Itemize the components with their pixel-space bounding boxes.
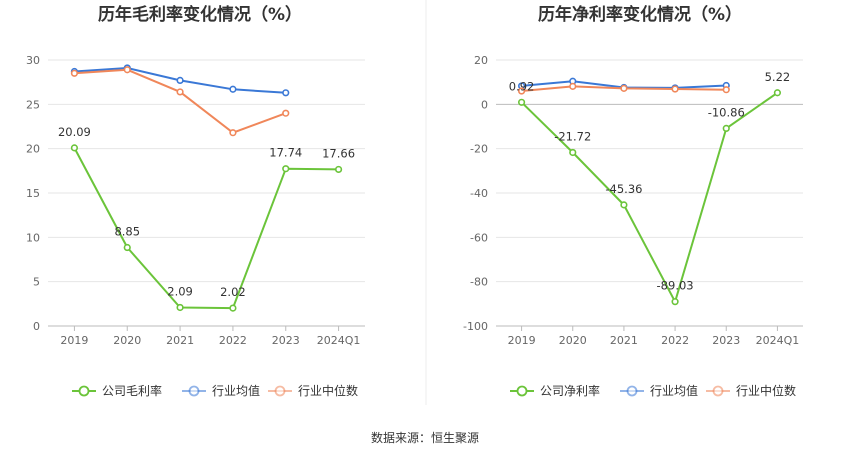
y-tick-label: 0 — [33, 320, 40, 333]
data-point — [620, 201, 628, 209]
data-point — [569, 148, 577, 157]
y-tick-label: 20 — [474, 54, 488, 67]
data-point — [176, 88, 184, 96]
data-label: -10.86 — [708, 105, 745, 119]
y-tick-label: -40 — [470, 187, 488, 200]
data-point — [517, 87, 526, 95]
x-tick-label: 2019 — [60, 334, 88, 347]
data-point — [229, 85, 237, 93]
data-point — [517, 98, 526, 106]
data-point — [70, 144, 79, 152]
legend-label: 行业中位数 — [736, 383, 796, 398]
data-label: 0.92 — [509, 79, 535, 93]
legend-item-company[interactable]: 公司净利率 — [510, 383, 600, 398]
x-tick-label: 2023 — [712, 334, 740, 347]
data-label: 20.09 — [58, 125, 91, 139]
y-tick-label: -20 — [470, 143, 488, 156]
legend-swatch-marker — [712, 385, 724, 397]
data-point — [671, 85, 679, 93]
x-tick-label: 2023 — [272, 334, 300, 347]
data-label: 5.22 — [765, 70, 791, 84]
legend-label: 公司净利率 — [540, 383, 600, 398]
data-point — [773, 89, 782, 97]
y-tick-label: -80 — [470, 276, 488, 289]
series-line-company — [520, 91, 778, 305]
data-point — [123, 243, 131, 252]
x-tick-label: 2020 — [559, 334, 587, 347]
y-tick-label: 0 — [481, 98, 488, 111]
y-tick-label: 5 — [33, 276, 40, 289]
data-point — [620, 84, 628, 92]
y-tick-label: -100 — [463, 320, 488, 333]
x-tick-label: 2020 — [113, 334, 141, 347]
data-label: -45.36 — [605, 182, 642, 196]
legend-item-industry-mean[interactable]: 行业均值 — [620, 383, 698, 398]
data-source-note: 数据来源：恒生聚源 — [371, 430, 479, 445]
data-point — [176, 76, 184, 84]
chart-title: 历年净利率变化情况（%） — [538, 4, 742, 25]
gross-margin-chart: 历年毛利率变化情况（%） 0 5 10 15 20 25 30 2019 2020 2021 2022… — [26, 4, 365, 398]
x-tick-label: 2021 — [610, 334, 638, 347]
legend-label: 公司毛利率 — [102, 383, 162, 398]
y-tick-label: 25 — [26, 98, 40, 111]
y-tick-label: 30 — [26, 54, 40, 67]
x-tick-label: 2022 — [661, 334, 689, 347]
legend-swatch-marker — [78, 385, 90, 397]
data-label: 17.66 — [322, 146, 355, 160]
legend-item-industry-mean[interactable]: 行业均值 — [182, 383, 260, 398]
data-point — [722, 86, 730, 94]
legend-item-industry-median[interactable]: 行业中位数 — [268, 383, 358, 398]
y-tick-label: 20 — [26, 143, 40, 156]
data-point — [282, 165, 290, 173]
data-point — [282, 109, 290, 117]
x-tick-label: 2021 — [166, 334, 194, 347]
legend-swatch-marker — [516, 385, 528, 397]
data-label: 2.02 — [220, 285, 246, 299]
data-point — [671, 298, 679, 306]
net-margin-chart: 历年净利率变化情况（%） -100 -80 -60 -40 -20 0 20 2019 2020 2… — [463, 4, 803, 398]
data-point — [176, 303, 184, 312]
data-point — [229, 304, 237, 312]
x-tick-label: 2024Q1 — [756, 334, 800, 347]
data-label: 8.85 — [114, 225, 140, 239]
data-label: -21.72 — [554, 129, 591, 143]
legend-swatch-marker — [274, 385, 286, 397]
data-point — [70, 69, 79, 77]
x-tick-label: 2022 — [219, 334, 247, 347]
y-tick-label: 15 — [26, 187, 40, 200]
data-label: -89.03 — [657, 279, 694, 293]
data-point — [334, 165, 343, 174]
legend-item-industry-median[interactable]: 行业中位数 — [706, 383, 796, 398]
data-label: 2.09 — [167, 284, 193, 298]
data-point — [722, 124, 730, 133]
data-point — [123, 66, 131, 74]
series-line-company — [73, 147, 339, 310]
legend-swatch-marker — [188, 385, 200, 397]
legend-swatch-marker — [626, 385, 638, 397]
x-tick-label: 2019 — [508, 334, 536, 347]
data-point — [569, 82, 577, 90]
x-tick-label: 2024Q1 — [317, 334, 361, 347]
y-tick-label: 10 — [26, 231, 40, 244]
data-point — [229, 129, 237, 137]
y-tick-label: -60 — [470, 231, 488, 244]
legend-label: 行业均值 — [650, 383, 698, 398]
data-point — [282, 89, 290, 97]
legend-label: 行业均值 — [212, 383, 260, 398]
legend-item-company[interactable]: 公司毛利率 — [72, 383, 162, 398]
legend-label: 行业中位数 — [298, 383, 358, 398]
chart-title: 历年毛利率变化情况（%） — [98, 4, 302, 25]
data-label: 17.74 — [269, 146, 302, 160]
